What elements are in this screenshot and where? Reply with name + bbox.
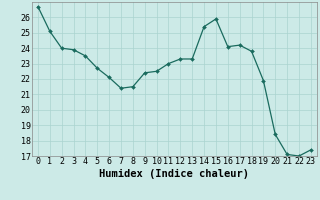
X-axis label: Humidex (Indice chaleur): Humidex (Indice chaleur) [100, 169, 249, 179]
